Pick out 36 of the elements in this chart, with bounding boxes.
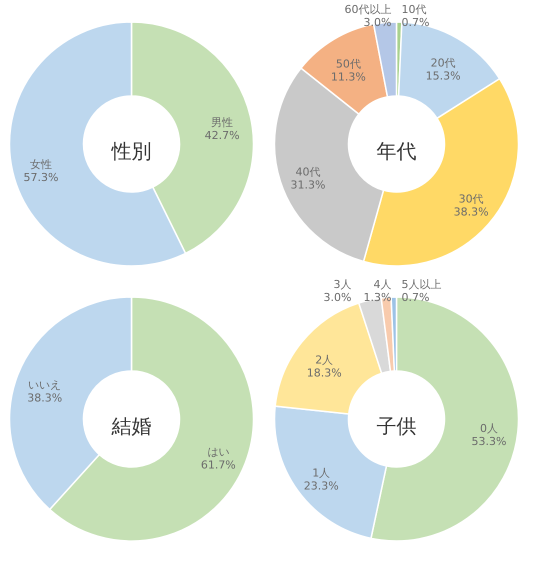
slice-label: はい xyxy=(207,445,230,458)
data-label: 31.3% xyxy=(290,178,326,192)
slice-label: 60代以上 xyxy=(344,3,392,16)
slice-label: 40代 xyxy=(296,166,321,179)
data-label: 42.7% xyxy=(204,128,240,142)
slice-label: 10代 xyxy=(402,3,426,16)
slice-label: 5人以上 xyxy=(402,278,442,291)
slice-label: 0人 xyxy=(480,422,498,435)
data-label: 23.3% xyxy=(304,480,339,493)
data-label: 38.3% xyxy=(27,392,62,405)
slice-label: 2人 xyxy=(315,353,334,366)
data-label: 0.7% xyxy=(402,291,430,304)
data-label: 15.3% xyxy=(426,70,461,83)
slice-label: 3人 xyxy=(334,278,352,291)
slice-label: 50代 xyxy=(336,57,361,70)
slice-label: 4人 xyxy=(374,278,392,291)
slice-label: 女性 xyxy=(30,158,52,172)
data-label: 0.7% xyxy=(402,16,430,29)
text: 年代 xyxy=(376,139,416,163)
data-label: 38.3% xyxy=(454,206,489,219)
text: 性別 xyxy=(110,139,152,163)
slice-label: 1人 xyxy=(312,466,330,480)
slice-label: 男性 xyxy=(211,116,234,129)
data-label: 1.3% xyxy=(364,291,392,304)
data-label: 11.3% xyxy=(330,70,366,84)
data-label: 53.3% xyxy=(472,434,506,448)
text: 子供 xyxy=(376,414,416,438)
data-label: 57.3% xyxy=(23,171,58,184)
data-label: 18.3% xyxy=(306,366,342,380)
slice-label: 30代 xyxy=(458,192,484,206)
slice-label: いいえ xyxy=(28,378,62,392)
slice-label: 20代 xyxy=(430,56,456,70)
data-label: 3.0% xyxy=(364,16,392,29)
data-label: 3.0% xyxy=(324,291,352,304)
data-label: 61.7% xyxy=(200,458,236,472)
text: 結婚 xyxy=(110,414,152,438)
